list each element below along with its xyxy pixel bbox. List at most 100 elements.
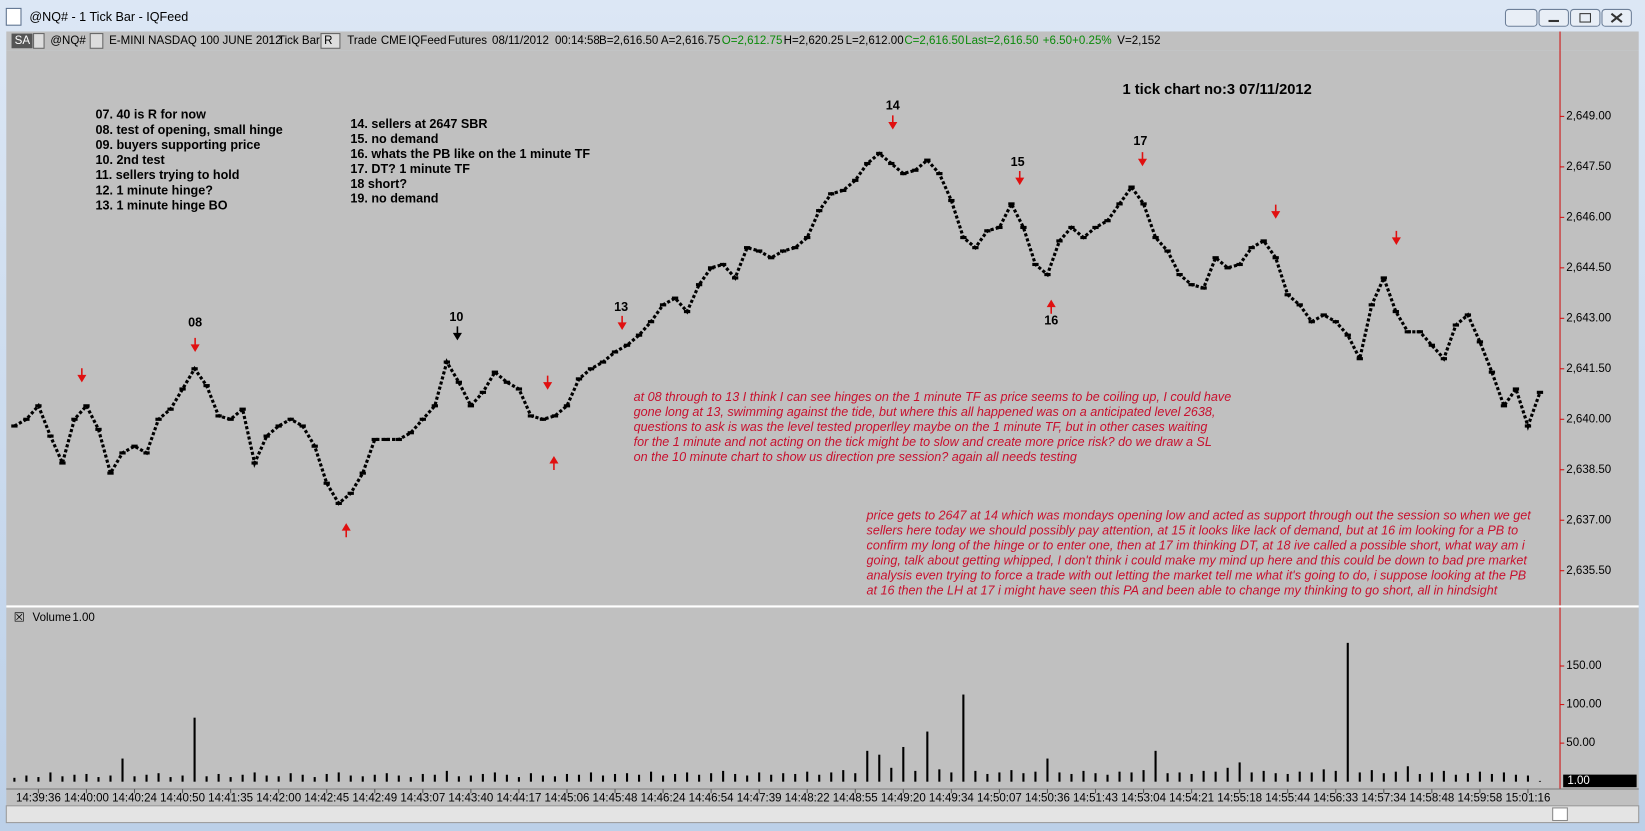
volume-bar <box>73 774 76 782</box>
volume-bar <box>421 773 424 782</box>
volume-bar <box>205 776 208 782</box>
y-tick-label: 2,635.50 <box>1566 565 1611 577</box>
tick-dot <box>731 276 739 280</box>
tick-dot <box>1152 235 1159 240</box>
note-line: 17. DT? 1 minute TF <box>350 162 470 176</box>
x-tick-label: 14:49:34 <box>929 793 974 805</box>
volume-bar <box>698 774 701 782</box>
volume-bar <box>217 773 220 782</box>
tick-dot <box>1008 202 1015 206</box>
tick-dot <box>1284 293 1291 297</box>
volume-title: Volume <box>33 612 71 624</box>
tick-dot <box>203 384 210 388</box>
volume-bar <box>289 773 292 782</box>
y-tick-label: 2,644.50 <box>1566 262 1611 274</box>
note-line: 08. test of opening, small hinge <box>95 123 282 137</box>
x-tick-label: 14:40:00 <box>64 793 109 805</box>
comment-line: gone long at 13, swimming against the ti… <box>634 405 1216 419</box>
x-tick-label: 14:43:40 <box>448 793 493 805</box>
volume-bar <box>1490 773 1493 782</box>
tick-dot <box>251 461 258 465</box>
interval: 1 Tick Bar <box>269 35 320 47</box>
arrow <box>1046 299 1056 314</box>
tick-dot <box>575 377 583 381</box>
tick-dot <box>1032 262 1039 267</box>
tick-dot <box>1212 256 1219 260</box>
tick-dot <box>912 168 919 172</box>
marker-label: 15 <box>1011 155 1025 169</box>
minimize-button[interactable] <box>1538 8 1569 27</box>
account-box[interactable] <box>11 33 33 49</box>
volume-bar <box>25 775 28 782</box>
maximize-button[interactable] <box>1569 8 1601 27</box>
tick-dot <box>263 434 270 438</box>
tick-dot <box>1524 424 1532 428</box>
scrollbar[interactable] <box>5 805 1640 824</box>
volume-bar <box>758 772 761 782</box>
marker-label: 10 <box>449 310 463 324</box>
tick-dot <box>1452 323 1460 327</box>
feed: IQFeed <box>408 35 446 47</box>
volume-bar <box>169 777 172 782</box>
description: E-MINI NASDAQ 100 JUNE 2012 <box>109 35 281 47</box>
tick-dot <box>443 360 450 364</box>
volume-bar <box>121 758 124 782</box>
tick-dot <box>1236 262 1243 267</box>
x-tick-label: 14:40:24 <box>112 793 157 805</box>
volume-bar <box>517 777 520 782</box>
volume-bar <box>505 774 508 782</box>
tick-dot <box>1320 313 1327 317</box>
tick-dot <box>948 198 955 203</box>
tick-dot <box>744 246 751 250</box>
tick-dot <box>179 387 186 391</box>
x-tick-label: 14:44:17 <box>496 793 541 805</box>
tick-dot <box>1116 202 1123 206</box>
volume-bar <box>674 773 677 782</box>
tick-dot <box>23 417 30 421</box>
x-tick-label: 15:01:16 <box>1506 793 1551 805</box>
tick-dot <box>671 296 679 300</box>
x-tick-label: 14:41:35 <box>208 793 253 805</box>
chart-title: 1 tick chart no:3 07/11/2012 <box>1123 82 1312 98</box>
mode-button[interactable]: R <box>324 35 332 47</box>
volume-bar <box>1094 773 1097 782</box>
restore-all-button[interactable] <box>1504 8 1538 27</box>
tick-dot <box>792 246 799 250</box>
tick-dot <box>659 303 667 307</box>
arrow <box>1271 204 1281 219</box>
window-buttons[interactable] <box>1504 8 1632 27</box>
symbol-menu[interactable] <box>89 33 104 49</box>
volume-bar <box>1214 771 1217 782</box>
tick-dot <box>119 451 126 455</box>
mode-box[interactable] <box>320 33 341 49</box>
dropdown[interactable] <box>33 33 45 49</box>
volume-bar <box>686 772 689 782</box>
panel-close[interactable]: ☒ <box>14 610 25 624</box>
scroll-thumb[interactable] <box>1552 807 1568 822</box>
tick-dot <box>1476 340 1484 344</box>
tick-dot <box>551 414 559 418</box>
account[interactable]: SA <box>15 35 31 47</box>
volume-bar <box>890 767 893 782</box>
marker-label: 13 <box>614 300 628 314</box>
tick-dot <box>1356 357 1363 361</box>
volume-bar <box>1310 772 1313 782</box>
tick-dot <box>407 431 414 435</box>
arrow <box>452 326 462 341</box>
volume-bar <box>1286 773 1289 782</box>
volume-bar <box>962 694 965 782</box>
tick-dot <box>299 424 306 428</box>
tick-dot <box>455 380 463 384</box>
tick-dot <box>35 404 42 408</box>
volume-bar <box>1418 773 1421 782</box>
tick-dot <box>143 451 150 455</box>
x-tick-label: 14:42:45 <box>304 793 349 805</box>
volume-bar <box>1274 773 1277 782</box>
tick-dot <box>59 461 66 465</box>
volume-bar <box>722 770 725 782</box>
x-tick-label: 14:45:06 <box>545 793 590 805</box>
price-line <box>13 151 1542 506</box>
volume-bar <box>1166 773 1169 782</box>
tick-dot <box>1080 235 1087 240</box>
volume-bar <box>902 746 905 782</box>
